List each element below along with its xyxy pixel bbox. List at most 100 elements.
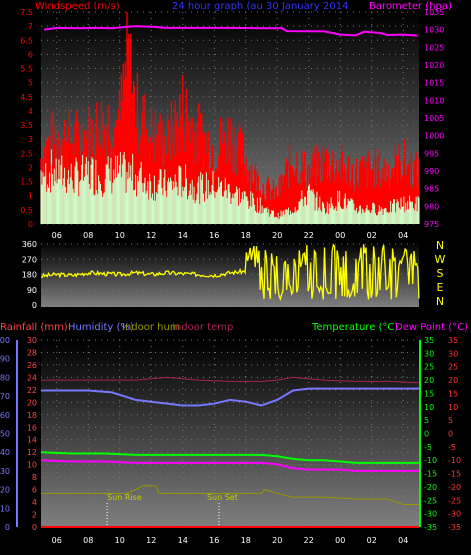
wind-x-tick-label: 16 bbox=[209, 231, 219, 240]
temp-tick-label: -10 bbox=[424, 456, 437, 465]
temp-tick-label: -30 bbox=[424, 510, 437, 519]
baro-tick-label: 975 bbox=[424, 220, 439, 229]
wind-tick-label: 1 bbox=[28, 192, 33, 201]
temp-tick-label: 5 bbox=[424, 416, 429, 425]
humidity-label: Humidity (%) bbox=[68, 322, 134, 333]
dewpoint-tick-label: -5 bbox=[448, 443, 456, 452]
rain-tick-label: 26 bbox=[27, 361, 37, 370]
series-line bbox=[40, 459, 419, 472]
temperature-label: Temperature (°C) bbox=[311, 322, 398, 333]
baro-axis-label: Barometer (hpa) bbox=[369, 1, 452, 12]
baro-tick-label: 990 bbox=[424, 167, 439, 176]
rain-tick-label: 6 bbox=[32, 486, 37, 495]
compass-label: N bbox=[436, 239, 444, 252]
dewpoint-tick-label: 0 bbox=[448, 430, 453, 439]
temp-x-axis-ticks: 06 08 10 12 14 16 18 20 22 00 02 04 bbox=[52, 536, 409, 545]
wind-tick-label: 6.5 bbox=[20, 36, 33, 45]
wind-x-tick-label: 14 bbox=[178, 231, 188, 240]
temp-x-tick-label: 16 bbox=[209, 536, 219, 545]
direction-tick-label: 0 bbox=[32, 301, 37, 310]
direction-line bbox=[40, 243, 420, 302]
dewpoint-tick-label: 15 bbox=[448, 389, 458, 398]
dewpoint-label: Dew Point (°C) bbox=[395, 322, 468, 333]
baro-tick-label: 1030 bbox=[424, 26, 444, 35]
rainfall-label: Rainfall (mm) bbox=[0, 322, 68, 333]
rain-tick-label: 14 bbox=[27, 436, 37, 445]
baro-tick-label: 1000 bbox=[424, 132, 444, 141]
rain-tick-label: 2 bbox=[32, 511, 37, 520]
temp-x-tick-label: 00 bbox=[335, 536, 345, 545]
dewpoint-tick-label: -30 bbox=[448, 510, 461, 519]
compass-label: W bbox=[435, 253, 446, 266]
temp-x-tick-label: 18 bbox=[241, 536, 251, 545]
temp-tick-label: -20 bbox=[424, 483, 437, 492]
baro-tick-label: 1015 bbox=[424, 79, 444, 88]
temp-tick-label: 35 bbox=[424, 336, 434, 345]
indoor-temp-label: Indoor temp bbox=[172, 322, 233, 333]
wind-baro-panel: 00.511.522.533.544.555.566.577.5 9759809… bbox=[20, 1, 452, 240]
direction-series bbox=[40, 243, 420, 302]
baro-tick-label: 985 bbox=[424, 185, 439, 194]
temp-x-tick-label: 06 bbox=[52, 536, 62, 545]
rain-tick-label: 22 bbox=[27, 386, 37, 395]
temp-x-tick-label: 20 bbox=[272, 536, 282, 545]
wind-tick-label: 5.5 bbox=[20, 65, 33, 74]
wind-x-tick-label: 22 bbox=[304, 231, 314, 240]
dewpoint-tick-label: -35 bbox=[448, 523, 461, 532]
dewpoint-tick-label: 25 bbox=[448, 363, 458, 372]
dewpoint-tick-label: -25 bbox=[448, 496, 461, 505]
wind-x-tick-label: 10 bbox=[115, 231, 125, 240]
compass-label: N bbox=[436, 295, 444, 308]
wind-x-tick-label: 00 bbox=[335, 231, 345, 240]
dewpoint-tick-label: 10 bbox=[448, 403, 458, 412]
rain-tick-label: 0 bbox=[32, 523, 37, 532]
direction-tick-label: 360 bbox=[22, 240, 37, 249]
temp-tick-label: -5 bbox=[424, 443, 432, 452]
baro-tick-label: 980 bbox=[424, 202, 439, 211]
temp-plot-area bbox=[41, 340, 419, 528]
wind-tick-label: 0 bbox=[28, 220, 33, 229]
wind-tick-label: 6 bbox=[28, 50, 33, 59]
wind-x-tick-label: 12 bbox=[146, 231, 156, 240]
wind-x-tick-label: 20 bbox=[272, 231, 282, 240]
compass-label: E bbox=[437, 281, 444, 294]
wind-tick-label: 5 bbox=[28, 79, 33, 88]
direction-axis-ticks: 0 90 180 270 360 bbox=[22, 240, 37, 310]
dewpoint-tick-label: -20 bbox=[448, 483, 461, 492]
rain-tick-label: 8 bbox=[32, 473, 37, 482]
baro-tick-label: 1010 bbox=[424, 96, 444, 105]
rain-tick-label: 28 bbox=[27, 348, 37, 357]
wind-tick-label: 4 bbox=[28, 107, 33, 116]
temp-x-tick-label: 08 bbox=[83, 536, 93, 545]
humidity-tick-label: 30 bbox=[0, 467, 10, 476]
dewpoint-tick-label: 30 bbox=[448, 349, 458, 358]
rain-tick-label: 10 bbox=[27, 461, 37, 470]
temp-tick-label: -35 bbox=[424, 523, 437, 532]
dewpoint-tick-label: -10 bbox=[448, 456, 461, 465]
rain-tick-label: 24 bbox=[27, 373, 37, 382]
dewpoint-tick-label: 20 bbox=[448, 376, 458, 385]
baro-tick-label: 1025 bbox=[424, 43, 444, 52]
dewpoint-tick-label: 5 bbox=[448, 416, 453, 425]
wind-average-series bbox=[40, 149, 420, 224]
dewpoint-tick-label: -15 bbox=[448, 470, 461, 479]
wind-x-tick-label: 04 bbox=[398, 231, 408, 240]
dewpoint-tick-label: 35 bbox=[448, 336, 458, 345]
wind-x-tick-label: 02 bbox=[367, 231, 377, 240]
direction-tick-label: 270 bbox=[22, 255, 37, 264]
wind-tick-label: 7.5 bbox=[20, 8, 33, 17]
temp-x-tick-label: 10 bbox=[115, 536, 125, 545]
temp-series bbox=[40, 376, 420, 528]
baro-tick-label: 995 bbox=[424, 149, 439, 158]
sunset-label: Sun Set bbox=[207, 493, 238, 502]
temp-tick-label: 10 bbox=[424, 403, 434, 412]
rain-tick-label: 18 bbox=[27, 411, 37, 420]
rain-tick-label: 30 bbox=[27, 336, 37, 345]
humidity-tick-label: 90 bbox=[0, 355, 10, 364]
wind-tick-label: 4.5 bbox=[20, 93, 33, 102]
wind-axis-ticks: 0 0.5 1 1.5 2 2.5 3 3.5 4 4.5 5 5.5 6 6.5 7 7.5 bbox=[20, 8, 33, 229]
sunrise-label: Sun Rise bbox=[107, 493, 142, 502]
temp-x-tick-label: 12 bbox=[146, 536, 156, 545]
direction-tick-label: 90 bbox=[27, 286, 37, 295]
temp-x-tick-label: 22 bbox=[304, 536, 314, 545]
